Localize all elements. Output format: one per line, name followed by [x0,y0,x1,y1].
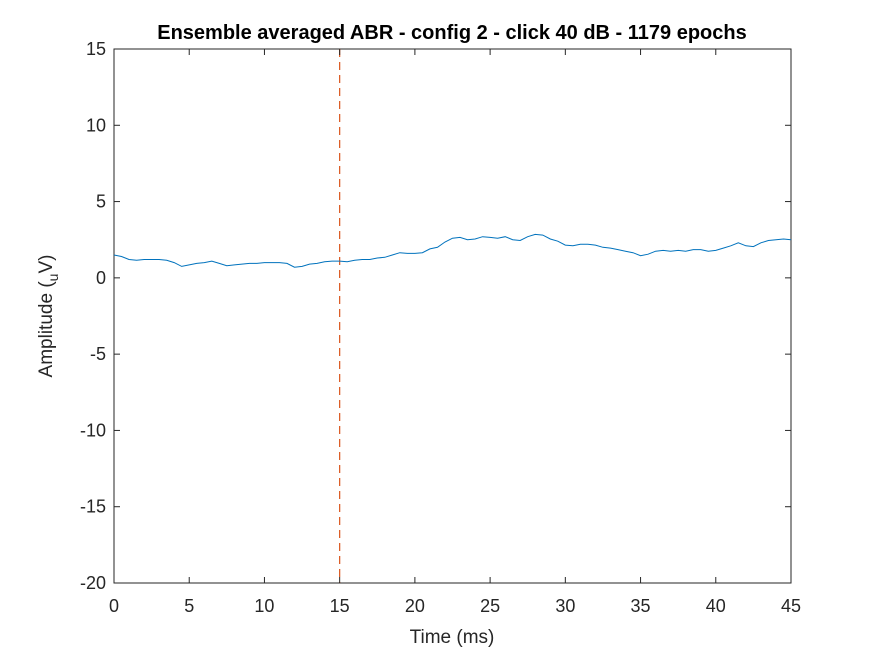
x-tick-label: 45 [781,596,801,616]
x-tick-label: 35 [631,596,651,616]
y-axis: -20 -15 -10 -5 0 5 10 15 [80,39,791,593]
x-tick-label: 30 [555,596,575,616]
x-tick-label: 20 [405,596,425,616]
x-tick-label: 5 [184,596,194,616]
x-tick-label: 25 [480,596,500,616]
plot-area [113,48,792,584]
y-axis-label-sub: u [45,274,61,282]
y-axis-label-suffix: V) [36,255,57,274]
x-axis-label: Time (ms) [410,627,495,648]
y-tick-label: 5 [96,192,106,212]
x-tick-label: 10 [254,596,274,616]
y-tick-label: -15 [80,497,106,517]
y-axis-label: Amplitude (uV) [36,255,61,378]
series-line [113,233,792,268]
y-tick-label: -10 [80,420,106,440]
y-tick-label: -20 [80,573,106,593]
axes-box [113,48,792,584]
x-tick-label: 15 [330,596,350,616]
y-tick-label: 0 [96,268,106,288]
y-tick-label: -5 [90,344,106,364]
x-tick-label: 0 [109,596,119,616]
y-axis-label-prefix: Amplitude ( [36,281,57,378]
x-tick-label: 40 [706,596,726,616]
y-tick-label: 10 [86,115,106,135]
chart-title: Ensemble averaged ABR - config 2 - click… [157,22,746,44]
y-tick-label: 15 [86,39,106,59]
x-axis: 0 5 10 15 20 25 30 35 40 45 [109,49,801,616]
